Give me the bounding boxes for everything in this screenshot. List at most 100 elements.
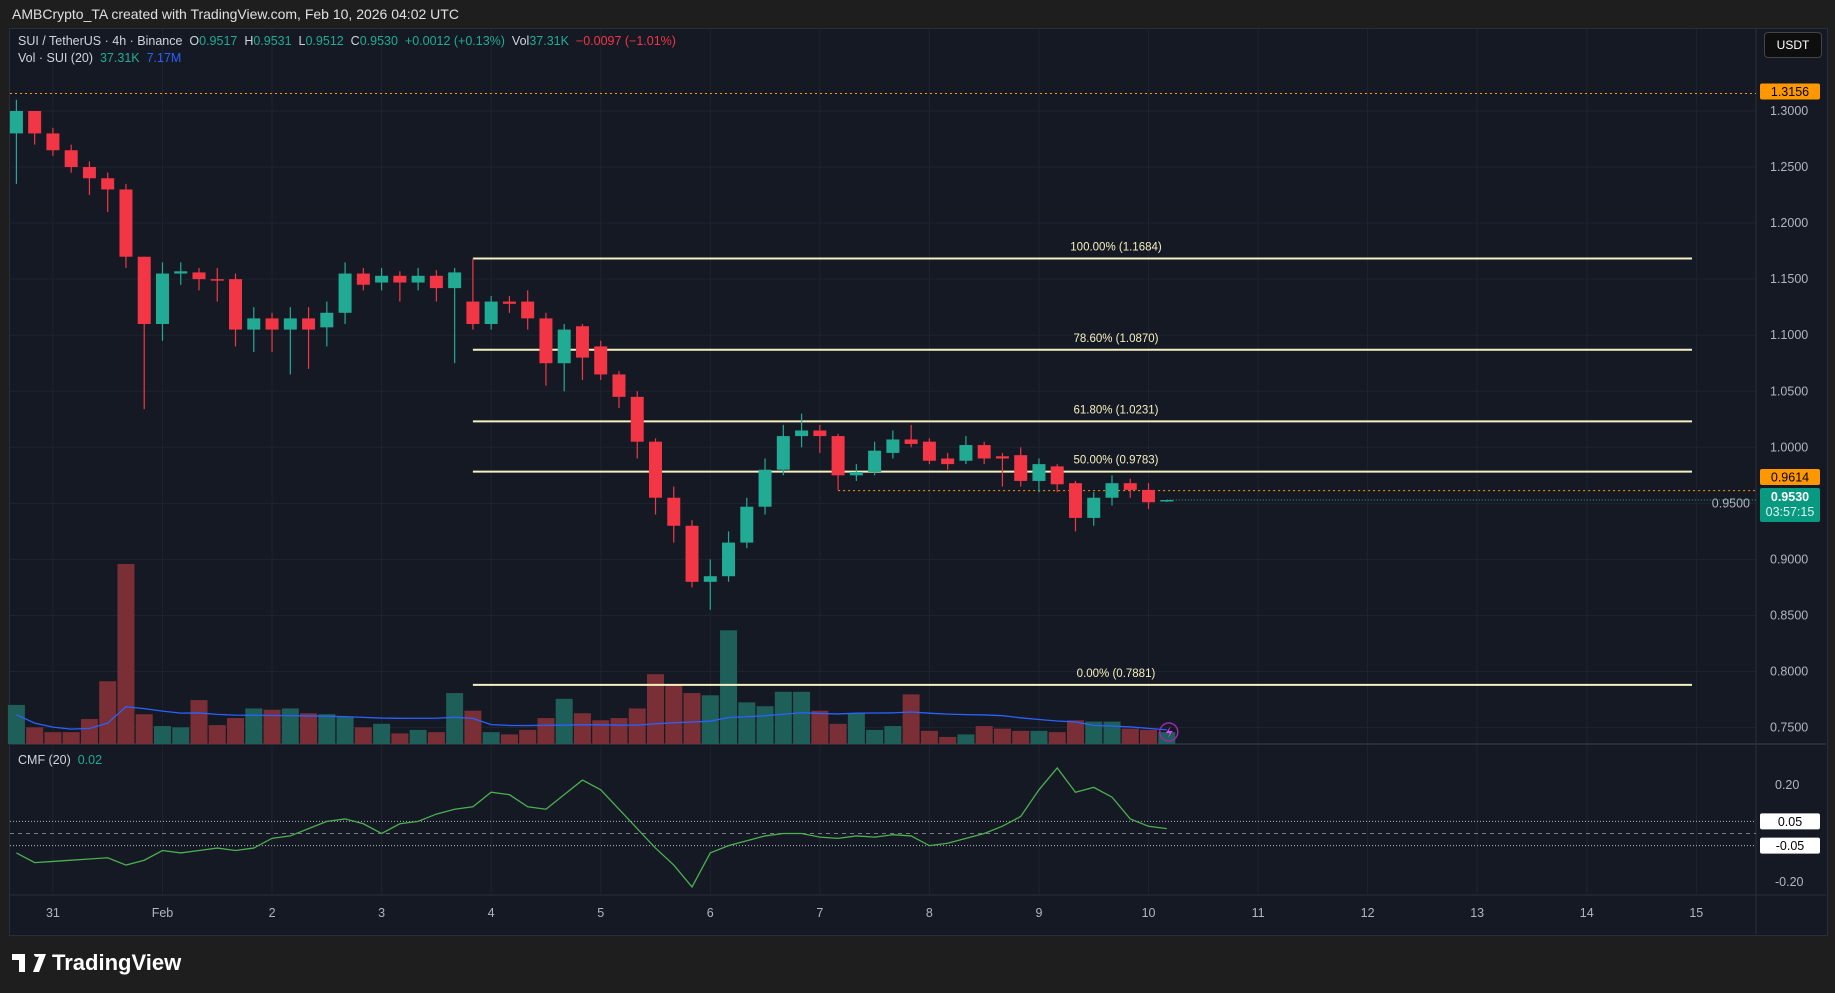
candle-body <box>1142 489 1156 503</box>
candle-body <box>795 430 809 437</box>
currency-button[interactable]: USDT <box>1764 32 1822 58</box>
vol-ma-value: 7.17M <box>146 51 182 65</box>
volume-bar <box>720 630 738 744</box>
symbol-legend: SUI / TetherUS · 4h · Binance O0.9517 H0… <box>18 34 676 48</box>
volume-bar <box>756 706 774 744</box>
volume-bar <box>519 729 537 744</box>
chart-credit: AMBCrypto_TA created with TradingView.co… <box>12 6 459 22</box>
volume-bar <box>391 733 409 744</box>
chart-pane[interactable] <box>9 28 1828 936</box>
candle-body <box>813 430 827 437</box>
time-axis-label: 15 <box>1689 906 1703 920</box>
volume-bar <box>190 700 208 744</box>
price-tag-last: 0.9530 <box>1771 490 1809 504</box>
close-value: 0.9530 <box>359 34 398 48</box>
volume-bar <box>80 719 98 744</box>
tradingview-logo[interactable]: TradingView <box>12 950 181 976</box>
candle-body <box>904 439 918 444</box>
close-label: C <box>350 34 360 48</box>
candle-body <box>1123 483 1137 490</box>
price-tag-high-bg <box>1760 83 1820 100</box>
fib-level-label: 78.60% (1.0870) <box>1073 333 1158 345</box>
candle-body <box>174 271 188 274</box>
volume-bar <box>902 694 920 744</box>
volume-bar <box>208 725 226 744</box>
volume-bar <box>464 710 482 744</box>
time-axis-label: 6 <box>707 906 714 920</box>
price-axis-label: 1.0500 <box>1770 384 1808 398</box>
cmf-legend: CMF (20) 0.02 <box>18 753 102 767</box>
volume-bar <box>975 726 993 744</box>
candle-body <box>466 301 480 324</box>
volume-bar <box>99 681 117 744</box>
volume-bar <box>738 702 756 744</box>
candle-body <box>649 441 662 498</box>
symbol-name[interactable]: SUI / TetherUS · 4h · Binance <box>18 34 183 48</box>
candle-body <box>28 111 42 134</box>
candle-body <box>393 275 407 283</box>
volume-bar <box>1030 730 1048 744</box>
volume-bar <box>920 730 938 744</box>
candle-body <box>521 301 535 319</box>
candle-body <box>119 189 133 257</box>
volume-bar <box>665 684 683 744</box>
volume-bar <box>500 734 518 744</box>
candle-body <box>868 450 882 472</box>
price-axis-label: 1.1000 <box>1770 328 1808 342</box>
time-axis-label: 31 <box>46 906 60 920</box>
time-axis-label: 7 <box>816 906 823 920</box>
price-tag-level-bg <box>1760 468 1820 485</box>
volume-ma-line <box>16 706 1167 731</box>
vol-indicator-value: 37.31K <box>99 51 140 65</box>
candle-body <box>722 542 736 577</box>
volume-bar <box>245 708 263 744</box>
volume-bar <box>829 723 847 744</box>
candle-body <box>320 312 334 328</box>
candle-body <box>429 275 443 289</box>
volume-bar <box>957 734 975 744</box>
lightning-icon[interactable] <box>1159 722 1179 742</box>
candle-body <box>776 436 790 470</box>
candle-body <box>356 273 370 285</box>
volume-bar <box>628 708 646 744</box>
volume-bar <box>939 736 957 744</box>
price-tag-level: 0.9614 <box>1771 470 1809 484</box>
price-axis-label: 1.3000 <box>1770 104 1808 118</box>
volume-bar <box>592 720 610 744</box>
volume-bar <box>683 693 701 744</box>
volume-bar <box>300 713 318 744</box>
tradingview-logo-icon <box>12 954 46 972</box>
open-label: O <box>189 34 200 48</box>
candle-body <box>375 275 389 283</box>
cmf-name[interactable]: CMF (20) <box>18 753 71 767</box>
candle-body <box>1068 483 1082 518</box>
volume-bar <box>263 709 281 744</box>
volume-bar <box>793 691 811 744</box>
volume-bar <box>847 713 865 744</box>
cmf-level-tag-bg <box>1760 837 1820 854</box>
time-axis-label: 10 <box>1142 906 1156 920</box>
volume-bar <box>573 713 591 744</box>
vol-indicator-name[interactable]: Vol · SUI (20) <box>18 51 94 65</box>
cmf-value: 0.02 <box>77 753 103 767</box>
volume-bar <box>1012 730 1030 744</box>
cmf-level-tag: -0.05 <box>1776 839 1805 853</box>
candle-body <box>594 346 608 375</box>
cmf-line <box>16 766 1167 889</box>
candle-body <box>1087 497 1101 518</box>
change-value: +0.0012 (+0.13%) <box>404 34 505 48</box>
cmf-axis-label: -0.20 <box>1775 875 1804 889</box>
time-axis-label: 12 <box>1361 906 1375 920</box>
volume-bar <box>1066 720 1084 744</box>
time-axis-label: 14 <box>1580 906 1594 920</box>
price-axis-label: 0.7500 <box>1770 721 1808 735</box>
candle-body <box>685 525 699 582</box>
low-value: 0.9512 <box>305 34 344 48</box>
time-axis-label: 11 <box>1252 906 1265 920</box>
volume-bar <box>1048 732 1066 744</box>
cmf-level-tag: 0.05 <box>1778 815 1802 829</box>
candle-body <box>9 111 23 134</box>
volume-bar <box>153 726 171 744</box>
logo-text: TradingView <box>52 950 182 975</box>
